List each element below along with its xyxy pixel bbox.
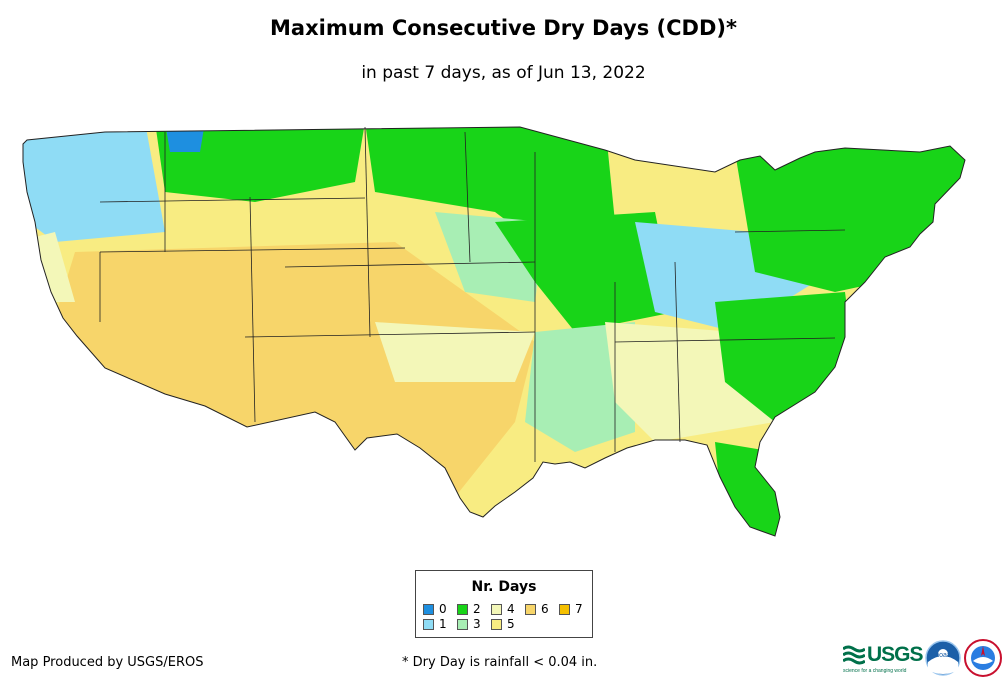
legend-swatch	[491, 618, 502, 630]
legend-title: Nr. Days	[471, 579, 537, 595]
cdd-map	[22, 126, 966, 537]
legend-swatch	[423, 618, 434, 630]
precip-regions	[23, 127, 965, 536]
state-borders	[99, 126, 846, 462]
map-title: Maximum Consecutive Dry Days (CDD)*	[270, 16, 737, 40]
legend-item-5: 5	[491, 617, 515, 631]
legend-item-3: 3	[457, 617, 481, 631]
legend-item-1: 1	[423, 617, 447, 631]
us-outline	[22, 126, 966, 537]
legend-item-7: 7	[559, 602, 583, 616]
nws-logo	[964, 639, 1002, 677]
legend-swatch	[457, 618, 468, 630]
legend-swatch	[559, 603, 570, 615]
legend-swatch	[457, 603, 468, 615]
legend-swatch	[525, 603, 536, 615]
dry-day-note: * Dry Day is rainfall < 0.04 in.	[402, 655, 598, 670]
legend-item-2: 2	[457, 602, 481, 616]
svg-text:noaa: noaa	[935, 652, 951, 659]
map-credit: Map Produced by USGS/EROS	[11, 655, 204, 670]
legend-item-6: 6	[525, 602, 549, 616]
usgs-wave-icon	[843, 645, 865, 665]
legend-item-4: 4	[491, 602, 515, 616]
legend: Nr. Days 0 1 2 3 4 5 6 7	[415, 570, 593, 638]
legend-swatch	[491, 603, 502, 615]
legend-item-0: 0	[423, 602, 447, 616]
agency-logos: USGS science for a changing world noaa	[843, 637, 1003, 683]
noaa-logo: noaa	[925, 640, 961, 676]
legend-swatch	[423, 603, 434, 615]
usgs-logo: USGS science for a changing world	[843, 643, 924, 674]
map-subtitle: in past 7 days, as of Jun 13, 2022	[361, 63, 646, 83]
